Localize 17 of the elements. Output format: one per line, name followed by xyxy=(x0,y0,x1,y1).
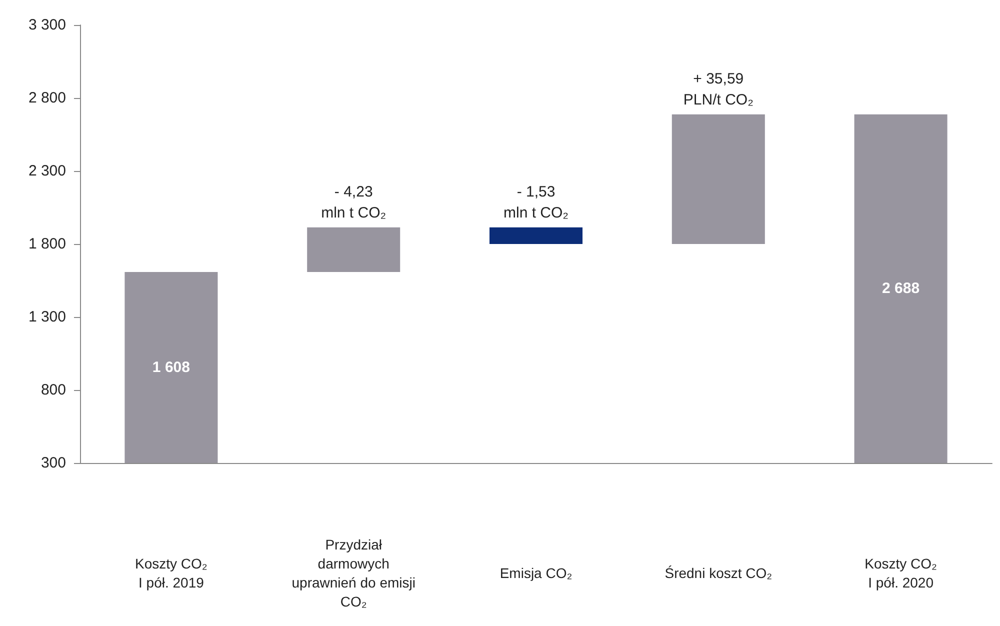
y-tick-label: 800 xyxy=(40,382,66,398)
y-tick-label: 1 800 xyxy=(28,236,66,252)
x-tick-label: Koszty CO₂ I pół. 2020 xyxy=(864,556,937,590)
annotation: + 35,59 PLN/t CO₂ xyxy=(683,70,754,108)
y-tick-label: 3 300 xyxy=(28,16,66,34)
data-label: 2 688 xyxy=(882,280,920,298)
data-label: 1 608 xyxy=(152,359,190,376)
x-tick-label: Średni koszt CO₂ xyxy=(664,565,772,581)
annotation: - 1,53 mln t CO₂ xyxy=(504,183,569,222)
x-tick-label: Emisja CO₂ xyxy=(500,565,572,581)
y-tick-label: 300 xyxy=(40,454,66,472)
y-tick-label: 1 300 xyxy=(28,308,66,326)
x-tick-label: Przydział darmowych uprawnień do emisji CO₂ xyxy=(292,536,416,610)
x-tick-label: Koszty CO₂ I pół. 2019 xyxy=(135,556,208,590)
y-tick-label: 2 800 xyxy=(28,90,66,106)
annotation: - 4,23 mln t CO₂ xyxy=(321,183,386,222)
y-tick-label: 2 300 xyxy=(28,162,66,180)
